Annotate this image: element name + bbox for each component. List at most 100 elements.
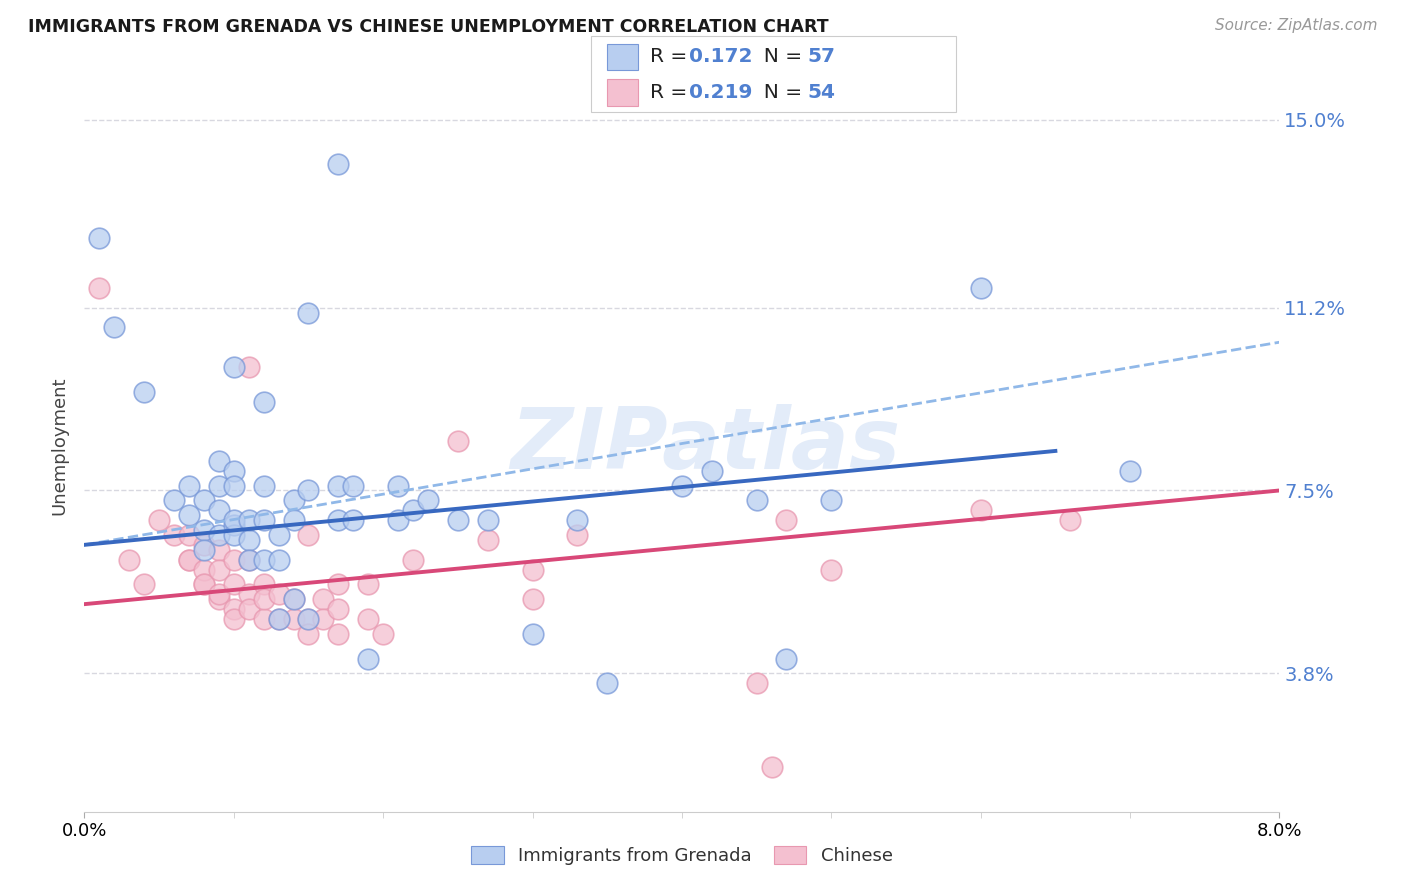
- Point: [267, 552, 290, 566]
- Text: Source: ZipAtlas.com: Source: ZipAtlas.com: [1215, 18, 1378, 33]
- Point: [163, 528, 186, 542]
- Point: [132, 577, 156, 591]
- Text: R =: R =: [650, 83, 693, 102]
- Point: [193, 563, 215, 577]
- Point: [387, 513, 409, 527]
- Point: [297, 612, 319, 626]
- Point: [163, 493, 186, 508]
- Point: [1119, 464, 1142, 478]
- Point: [253, 478, 276, 492]
- Point: [222, 602, 245, 616]
- Point: [283, 592, 305, 607]
- Point: [177, 508, 200, 523]
- Point: [477, 513, 499, 527]
- Point: [283, 612, 305, 626]
- Point: [208, 503, 231, 517]
- Text: IMMIGRANTS FROM GRENADA VS CHINESE UNEMPLOYMENT CORRELATION CHART: IMMIGRANTS FROM GRENADA VS CHINESE UNEMP…: [28, 18, 828, 36]
- Point: [700, 464, 723, 478]
- Point: [208, 478, 231, 492]
- Point: [193, 577, 215, 591]
- Point: [222, 612, 245, 626]
- Point: [522, 563, 544, 577]
- Point: [373, 627, 395, 641]
- Point: [328, 602, 350, 616]
- Point: [193, 538, 215, 552]
- Point: [238, 587, 260, 601]
- Point: [775, 651, 797, 665]
- Point: [238, 552, 260, 566]
- Point: [193, 523, 215, 537]
- Point: [328, 577, 350, 591]
- Point: [820, 493, 842, 508]
- Point: [238, 513, 260, 527]
- Point: [342, 513, 364, 527]
- Point: [357, 612, 380, 626]
- Point: [222, 552, 245, 566]
- Point: [312, 592, 335, 607]
- Point: [267, 528, 290, 542]
- Point: [118, 552, 141, 566]
- Point: [745, 676, 768, 690]
- Point: [297, 528, 319, 542]
- Point: [193, 542, 215, 557]
- Point: [328, 157, 350, 171]
- Point: [357, 577, 380, 591]
- Point: [1059, 513, 1081, 527]
- Point: [177, 478, 200, 492]
- Point: [253, 577, 276, 591]
- Text: N =: N =: [751, 83, 808, 102]
- Point: [267, 612, 290, 626]
- Point: [970, 503, 993, 517]
- Point: [416, 493, 439, 508]
- Legend: Immigrants from Grenada, Chinese: Immigrants from Grenada, Chinese: [464, 838, 900, 872]
- Point: [253, 592, 276, 607]
- Point: [342, 478, 364, 492]
- Point: [222, 464, 245, 478]
- Point: [238, 533, 260, 547]
- Point: [177, 552, 200, 566]
- Point: [297, 612, 319, 626]
- Point: [208, 528, 231, 542]
- Point: [208, 454, 231, 468]
- Point: [208, 563, 231, 577]
- Point: [132, 384, 156, 399]
- Point: [328, 478, 350, 492]
- Point: [253, 612, 276, 626]
- Point: [283, 592, 305, 607]
- Point: [447, 513, 470, 527]
- Point: [253, 552, 276, 566]
- Text: R =: R =: [650, 47, 693, 66]
- Point: [820, 563, 842, 577]
- Point: [253, 513, 276, 527]
- Point: [222, 478, 245, 492]
- Point: [177, 528, 200, 542]
- Point: [283, 513, 305, 527]
- Point: [357, 651, 380, 665]
- Point: [89, 231, 111, 245]
- Text: 0.219: 0.219: [689, 83, 752, 102]
- Point: [222, 518, 245, 533]
- Point: [447, 434, 470, 448]
- Text: N =: N =: [751, 47, 808, 66]
- Text: 57: 57: [807, 47, 835, 66]
- Point: [312, 612, 335, 626]
- Point: [297, 305, 319, 319]
- Point: [222, 359, 245, 374]
- Point: [328, 513, 350, 527]
- Point: [387, 478, 409, 492]
- Point: [402, 552, 425, 566]
- Point: [761, 760, 783, 774]
- Y-axis label: Unemployment: Unemployment: [51, 376, 69, 516]
- Point: [567, 528, 589, 542]
- Point: [193, 577, 215, 591]
- Point: [148, 513, 170, 527]
- Point: [970, 281, 993, 295]
- Point: [222, 513, 245, 527]
- Point: [267, 612, 290, 626]
- Point: [238, 552, 260, 566]
- Point: [596, 676, 619, 690]
- Point: [297, 483, 319, 498]
- Point: [328, 627, 350, 641]
- Point: [208, 587, 231, 601]
- Point: [267, 587, 290, 601]
